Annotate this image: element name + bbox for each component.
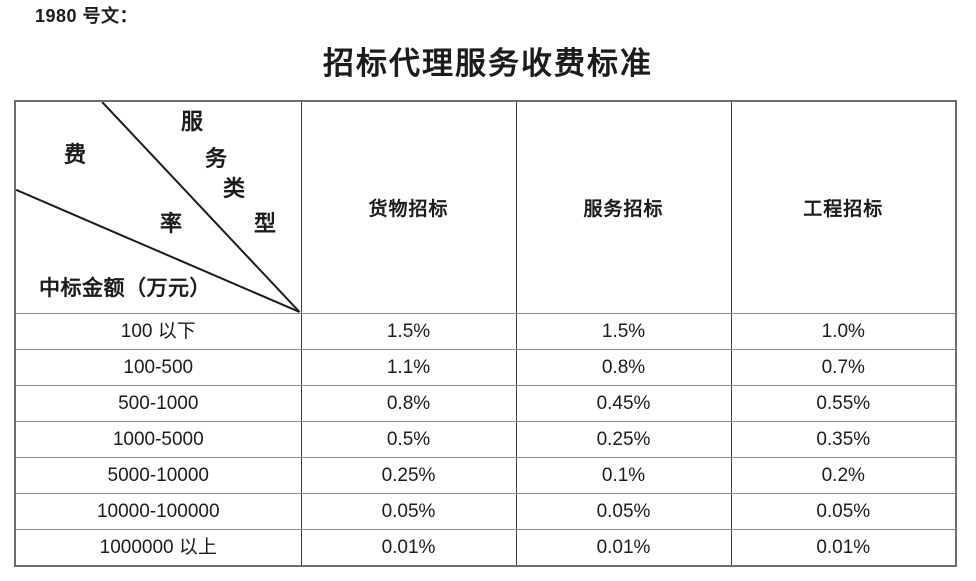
header-row: 费 服 务 类 型 率 中标金额（万元） 货物招标 服务招标 工程招标 bbox=[14, 100, 957, 314]
doc-ref: 1980 号文： bbox=[35, 6, 139, 26]
rate-cell: 0.01% bbox=[730, 529, 957, 567]
rate-cell: 0.45% bbox=[515, 385, 732, 422]
rate-cell: 1.1% bbox=[300, 349, 517, 386]
table-row: 1000000 以上 0.01% 0.01% 0.01% bbox=[14, 529, 957, 567]
rate-cell: 0.8% bbox=[515, 349, 732, 386]
rate-cell: 0.05% bbox=[515, 493, 732, 530]
rate-cell: 1.5% bbox=[300, 313, 517, 350]
column-header-works-bidding: 工程招标 bbox=[730, 100, 957, 314]
table-row: 1000-5000 0.5% 0.25% 0.35% bbox=[14, 421, 957, 458]
fee-table: 费 服 务 类 型 率 中标金额（万元） 货物招标 服务招标 工程招标 100 … bbox=[14, 100, 957, 567]
corner-rate-char: 率 bbox=[160, 211, 183, 236]
amount-range-cell: 500-1000 bbox=[14, 385, 302, 422]
corner-service-type-char: 类 bbox=[223, 176, 246, 201]
table-row: 500-1000 0.8% 0.45% 0.55% bbox=[14, 385, 957, 422]
table-row: 10000-100000 0.05% 0.05% 0.05% bbox=[14, 493, 957, 530]
column-header-goods-bidding: 货物招标 bbox=[300, 100, 517, 314]
table-row: 100-500 1.1% 0.8% 0.7% bbox=[14, 349, 957, 386]
table-row: 5000-10000 0.25% 0.1% 0.2% bbox=[14, 457, 957, 494]
rate-cell: 0.5% bbox=[300, 421, 517, 458]
rate-cell: 0.1% bbox=[515, 457, 732, 494]
page-title: 招标代理服务收费标准 bbox=[323, 46, 653, 81]
rate-cell: 0.55% bbox=[730, 385, 957, 422]
rate-cell: 0.05% bbox=[300, 493, 517, 530]
column-header-services-bidding: 服务招标 bbox=[515, 100, 732, 314]
amount-range-cell: 1000000 以上 bbox=[14, 529, 302, 567]
rate-cell: 0.25% bbox=[515, 421, 732, 458]
amount-range-cell: 100 以下 bbox=[14, 313, 302, 350]
amount-range-cell: 100-500 bbox=[14, 349, 302, 386]
rate-cell: 1.0% bbox=[730, 313, 957, 350]
rate-cell: 0.7% bbox=[730, 349, 957, 386]
rate-cell: 0.05% bbox=[730, 493, 957, 530]
amount-range-cell: 1000-5000 bbox=[14, 421, 302, 458]
rate-cell: 0.01% bbox=[300, 529, 517, 567]
rate-cell: 0.8% bbox=[300, 385, 517, 422]
corner-service-type-char: 服 bbox=[181, 109, 204, 134]
corner-service-type-char: 型 bbox=[254, 211, 277, 236]
amount-range-cell: 10000-100000 bbox=[14, 493, 302, 530]
corner-service-type-char: 务 bbox=[205, 146, 228, 171]
corner-cell: 费 服 务 类 型 率 中标金额（万元） bbox=[14, 100, 302, 314]
rate-cell: 0.25% bbox=[300, 457, 517, 494]
rate-cell: 1.5% bbox=[515, 313, 732, 350]
diagonal-lines bbox=[16, 102, 301, 313]
corner-fee-char: 费 bbox=[64, 142, 87, 167]
corner-row-axis-label: 中标金额（万元） bbox=[39, 276, 211, 300]
amount-range-cell: 5000-10000 bbox=[14, 457, 302, 494]
rate-cell: 0.35% bbox=[730, 421, 957, 458]
rate-cell: 0.01% bbox=[515, 529, 732, 567]
table-row: 100 以下 1.5% 1.5% 1.0% bbox=[14, 313, 957, 350]
rate-cell: 0.2% bbox=[730, 457, 957, 494]
